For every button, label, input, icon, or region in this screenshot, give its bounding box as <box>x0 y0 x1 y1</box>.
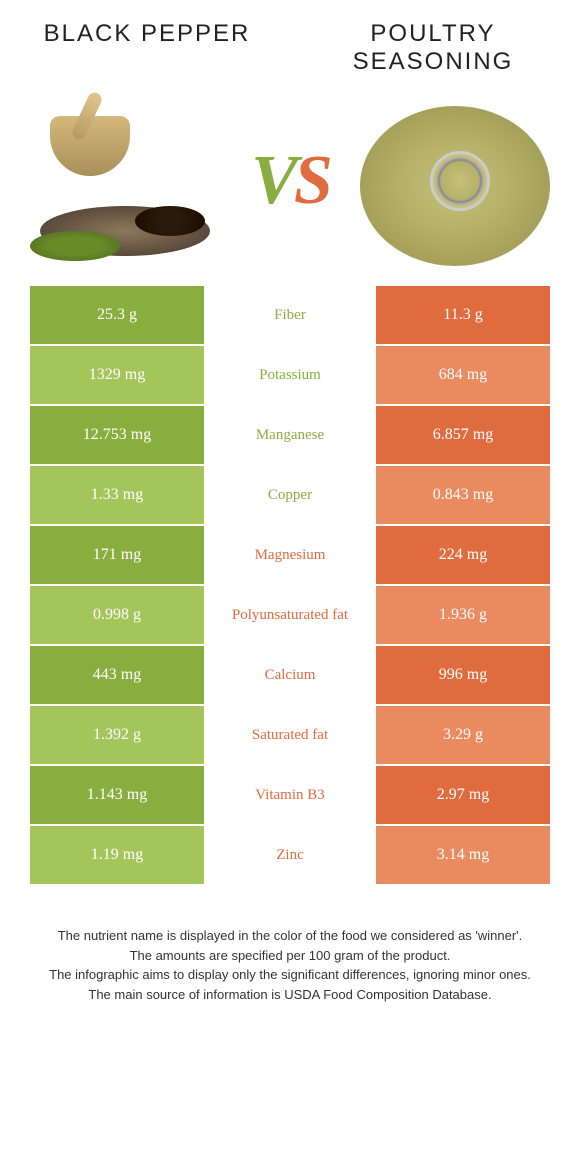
table-row: 171 mgMagnesium224 mg <box>30 526 550 584</box>
nutrient-label: Polyunsaturated fat <box>204 586 376 644</box>
right-value: 3.14 mg <box>376 826 550 884</box>
left-value: 1.392 g <box>30 706 204 764</box>
table-row: 0.998 gPolyunsaturated fat1.936 g <box>30 586 550 644</box>
vs-badge: VS <box>251 141 329 221</box>
footer-line: The main source of information is USDA F… <box>30 985 550 1005</box>
right-value: 11.3 g <box>376 286 550 344</box>
green-peppercorn-icon <box>30 231 120 261</box>
left-food-image <box>30 96 220 266</box>
left-value: 25.3 g <box>30 286 204 344</box>
left-value: 12.753 mg <box>30 406 204 464</box>
images-row: VS <box>0 86 580 286</box>
footer-line: The nutrient name is displayed in the co… <box>30 926 550 946</box>
table-row: 12.753 mgManganese6.857 mg <box>30 406 550 464</box>
right-value: 0.843 mg <box>376 466 550 524</box>
right-value: 684 mg <box>376 346 550 404</box>
right-value: 996 mg <box>376 646 550 704</box>
vs-letter-s: S <box>294 142 329 219</box>
left-value: 0.998 g <box>30 586 204 644</box>
left-value: 443 mg <box>30 646 204 704</box>
right-food-image <box>360 96 550 266</box>
nutrient-label: Saturated fat <box>204 706 376 764</box>
nutrient-label: Vitamin B3 <box>204 766 376 824</box>
footer-line: The infographic aims to display only the… <box>30 965 550 985</box>
table-row: 1.392 gSaturated fat3.29 g <box>30 706 550 764</box>
left-value: 1.143 mg <box>30 766 204 824</box>
nutrient-label: Potassium <box>204 346 376 404</box>
nutrient-label: Fiber <box>204 286 376 344</box>
nutrient-label: Calcium <box>204 646 376 704</box>
right-value: 1.936 g <box>376 586 550 644</box>
nutrient-label: Magnesium <box>204 526 376 584</box>
right-title: POULTRY SEASONING <box>316 20 550 76</box>
left-value: 1.33 mg <box>30 466 204 524</box>
table-row: 1.19 mgZinc3.14 mg <box>30 826 550 884</box>
right-value: 2.97 mg <box>376 766 550 824</box>
table-row: 443 mgCalcium996 mg <box>30 646 550 704</box>
right-value: 6.857 mg <box>376 406 550 464</box>
black-pepper-pile-icon <box>135 206 205 236</box>
left-value: 1.19 mg <box>30 826 204 884</box>
table-row: 25.3 gFiber11.3 g <box>30 286 550 344</box>
nutrient-label: Manganese <box>204 406 376 464</box>
header: BLACK PEPPER POULTRY SEASONING <box>0 0 580 86</box>
nutrient-label: Zinc <box>204 826 376 884</box>
vs-letter-v: V <box>251 142 294 219</box>
seasoning-bowl-icon <box>430 151 490 211</box>
left-title: BLACK PEPPER <box>30 20 264 76</box>
footer-line: The amounts are specified per 100 gram o… <box>30 946 550 966</box>
table-row: 1.33 mgCopper0.843 mg <box>30 466 550 524</box>
table-row: 1.143 mgVitamin B32.97 mg <box>30 766 550 824</box>
left-value: 1329 mg <box>30 346 204 404</box>
left-value: 171 mg <box>30 526 204 584</box>
nutrient-label: Copper <box>204 466 376 524</box>
comparison-table: 25.3 gFiber11.3 g1329 mgPotassium684 mg1… <box>0 286 580 884</box>
right-value: 224 mg <box>376 526 550 584</box>
footer-notes: The nutrient name is displayed in the co… <box>0 886 580 1004</box>
table-row: 1329 mgPotassium684 mg <box>30 346 550 404</box>
right-value: 3.29 g <box>376 706 550 764</box>
